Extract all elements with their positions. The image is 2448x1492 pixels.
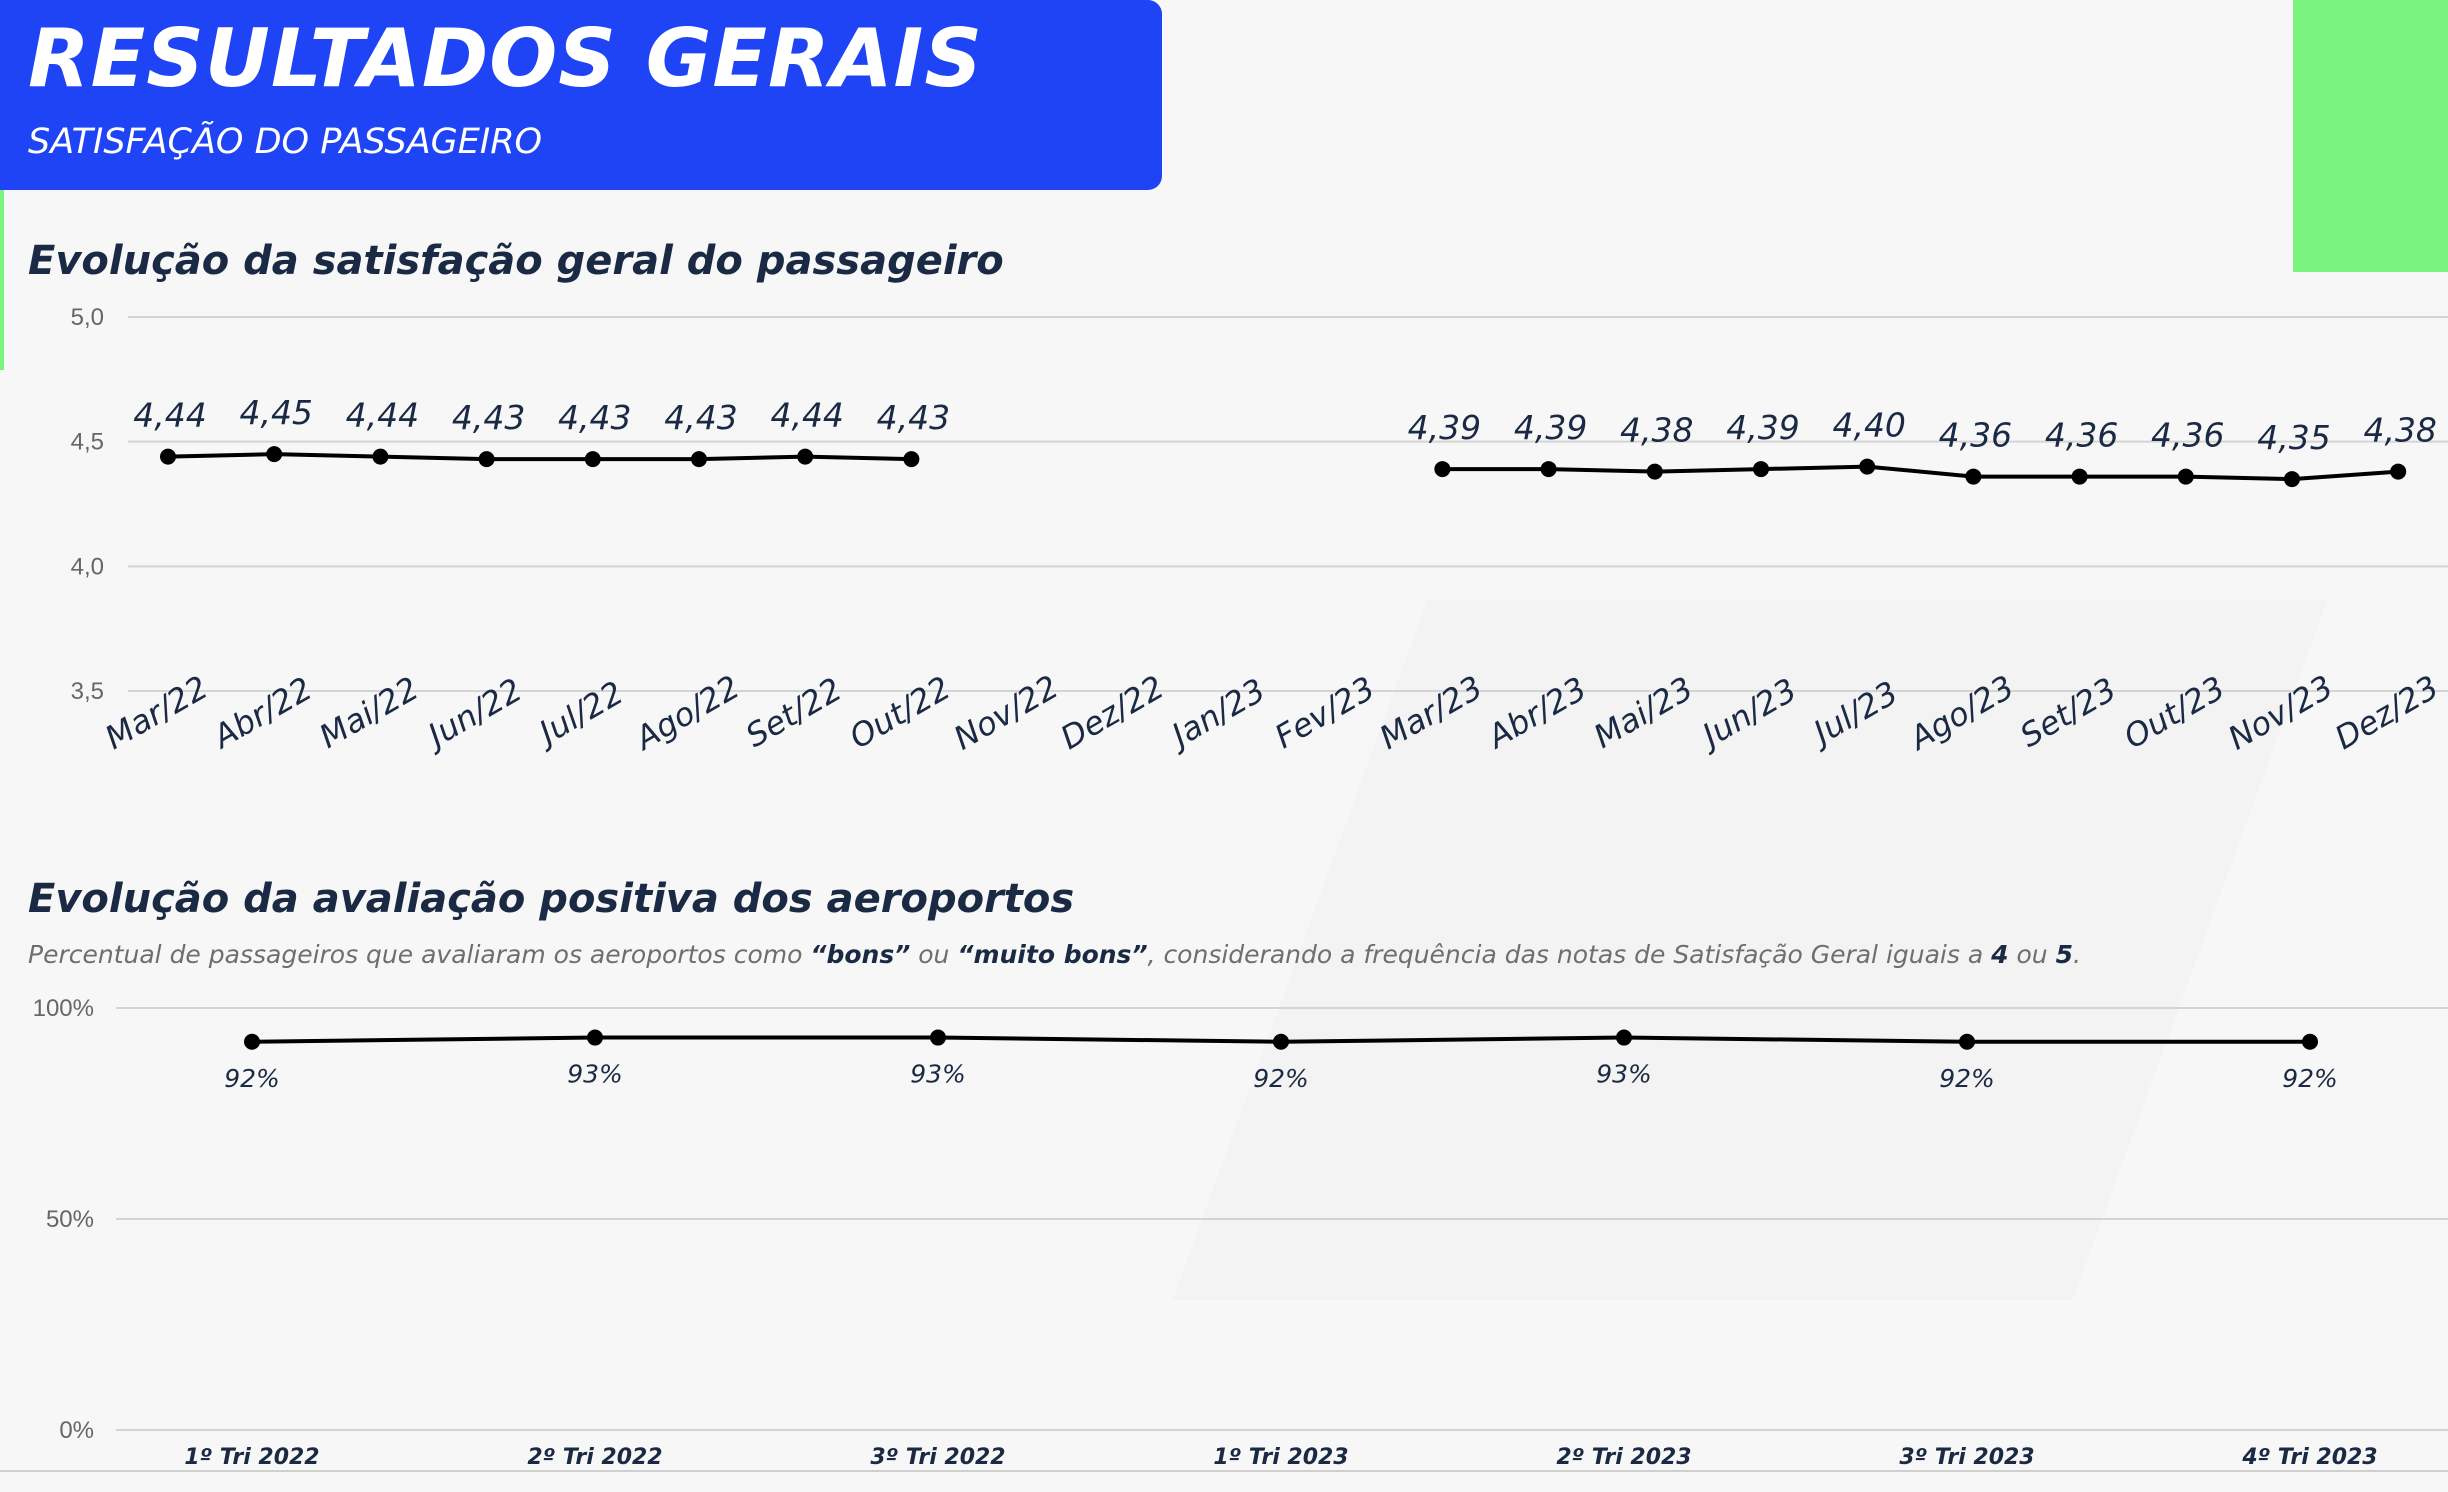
data-point — [2302, 1033, 2318, 1050]
series-line — [1442, 464, 2399, 482]
data-label: 4,38 — [1620, 411, 1693, 450]
data-label: 4,45 — [239, 393, 312, 432]
data-label: 92% — [1253, 1064, 1309, 1093]
header-banner: RESULTADOS GERAIS SATISFAÇÃO DO PASSAGEI… — [0, 0, 1162, 190]
data-point — [1273, 1033, 1289, 1050]
data-point — [587, 1029, 603, 1046]
subtitle-bold-bons: “bons” — [810, 940, 911, 969]
data-point — [1965, 468, 1982, 485]
data-label: 4,43 — [452, 398, 525, 437]
data-point — [1540, 461, 1557, 478]
y-tick-label: 50% — [46, 1206, 94, 1233]
data-point — [2177, 468, 2194, 485]
data-label: 4,36 — [2045, 416, 2118, 455]
data-label: 4,36 — [1939, 416, 2012, 455]
page-title: RESULTADOS GERAIS — [28, 12, 983, 105]
data-point — [478, 451, 495, 468]
x-tick-label: 1º Tri 2022 — [184, 1445, 319, 1470]
y-tick-label: 4,5 — [71, 429, 104, 456]
subtitle-text: ou — [910, 940, 958, 969]
data-point — [2071, 468, 2088, 485]
page-subtitle: SATISFAÇÃO DO PASSAGEIRO — [28, 122, 543, 162]
data-point — [903, 451, 920, 468]
data-label: 92% — [1939, 1064, 1995, 1093]
data-point — [1434, 461, 1451, 478]
subtitle-bold-4: 4 — [1991, 940, 2009, 969]
data-point — [930, 1029, 946, 1046]
green-accent-edge — [0, 190, 4, 370]
x-tick-label: 3º Tri 2023 — [1899, 1445, 2034, 1470]
data-label: 4,40 — [1832, 406, 1905, 445]
subtitle-text: , considerando a frequência das notas de… — [1147, 940, 1992, 969]
data-label: 4,43 — [877, 398, 950, 437]
data-label: 92% — [2282, 1064, 2338, 1093]
series-line — [167, 452, 912, 462]
y-tick-label: 4,0 — [71, 553, 104, 580]
chart2-title: Evolução da avaliação positiva dos aerop… — [28, 876, 1075, 922]
x-tick-label: 2º Tri 2022 — [527, 1445, 662, 1470]
data-point — [2390, 463, 2407, 480]
subtitle-text: . — [2072, 940, 2081, 969]
chart1-title: Evolução da satisfação geral do passagei… — [28, 238, 1004, 284]
data-point — [1646, 463, 1663, 480]
x-tick-label: 1º Tri 2023 — [1213, 1445, 1348, 1470]
x-tick-label: 3º Tri 2022 — [870, 1445, 1005, 1470]
data-label: 4,44 — [770, 396, 843, 435]
data-label: 4,39 — [1514, 408, 1587, 447]
data-point — [797, 448, 814, 465]
data-label: 4,39 — [1408, 408, 1481, 447]
data-point — [372, 448, 389, 465]
x-tick-label: 4º Tri 2023 — [2241, 1445, 2377, 1470]
data-label: 4,39 — [1726, 408, 1799, 447]
data-point — [1959, 1033, 1975, 1050]
y-tick-label: 100% — [33, 995, 94, 1022]
data-label: 4,43 — [558, 398, 631, 437]
x-tick-label: 2º Tri 2023 — [1556, 1445, 1691, 1470]
bottom-divider — [0, 1470, 2448, 1472]
data-label: 93% — [567, 1060, 623, 1089]
subtitle-text: Percentual de passageiros que avaliaram … — [28, 940, 811, 969]
data-point — [160, 448, 176, 465]
data-point — [1616, 1029, 1632, 1046]
data-point — [584, 451, 601, 468]
data-point — [2284, 471, 2300, 488]
y-tick-label: 5,0 — [71, 304, 104, 331]
y-tick-label: 3,5 — [71, 678, 104, 705]
data-point — [691, 451, 707, 468]
subtitle-bold-muito-bons: “muito bons” — [957, 940, 1148, 969]
y-tick-label: 0% — [59, 1417, 94, 1444]
data-label: 93% — [910, 1060, 966, 1089]
subtitle-text: ou — [2008, 940, 2056, 969]
chart2-subtitle: Percentual de passageiros que avaliaram … — [28, 940, 2081, 969]
data-label: 4,35 — [2257, 418, 2330, 457]
data-label: 4,44 — [133, 396, 206, 435]
data-point — [1753, 461, 1769, 478]
green-accent-block — [2293, 0, 2448, 272]
data-label: 92% — [224, 1064, 280, 1093]
data-label: 4,44 — [346, 396, 419, 435]
data-label: 4,36 — [2151, 416, 2224, 455]
data-label: 4,43 — [664, 398, 737, 437]
data-point — [1859, 458, 1876, 475]
data-point — [244, 1033, 260, 1050]
data-point — [266, 446, 283, 463]
data-label: 4,38 — [2363, 411, 2436, 450]
data-label: 93% — [1596, 1060, 1652, 1089]
subtitle-bold-5: 5 — [2055, 940, 2073, 969]
